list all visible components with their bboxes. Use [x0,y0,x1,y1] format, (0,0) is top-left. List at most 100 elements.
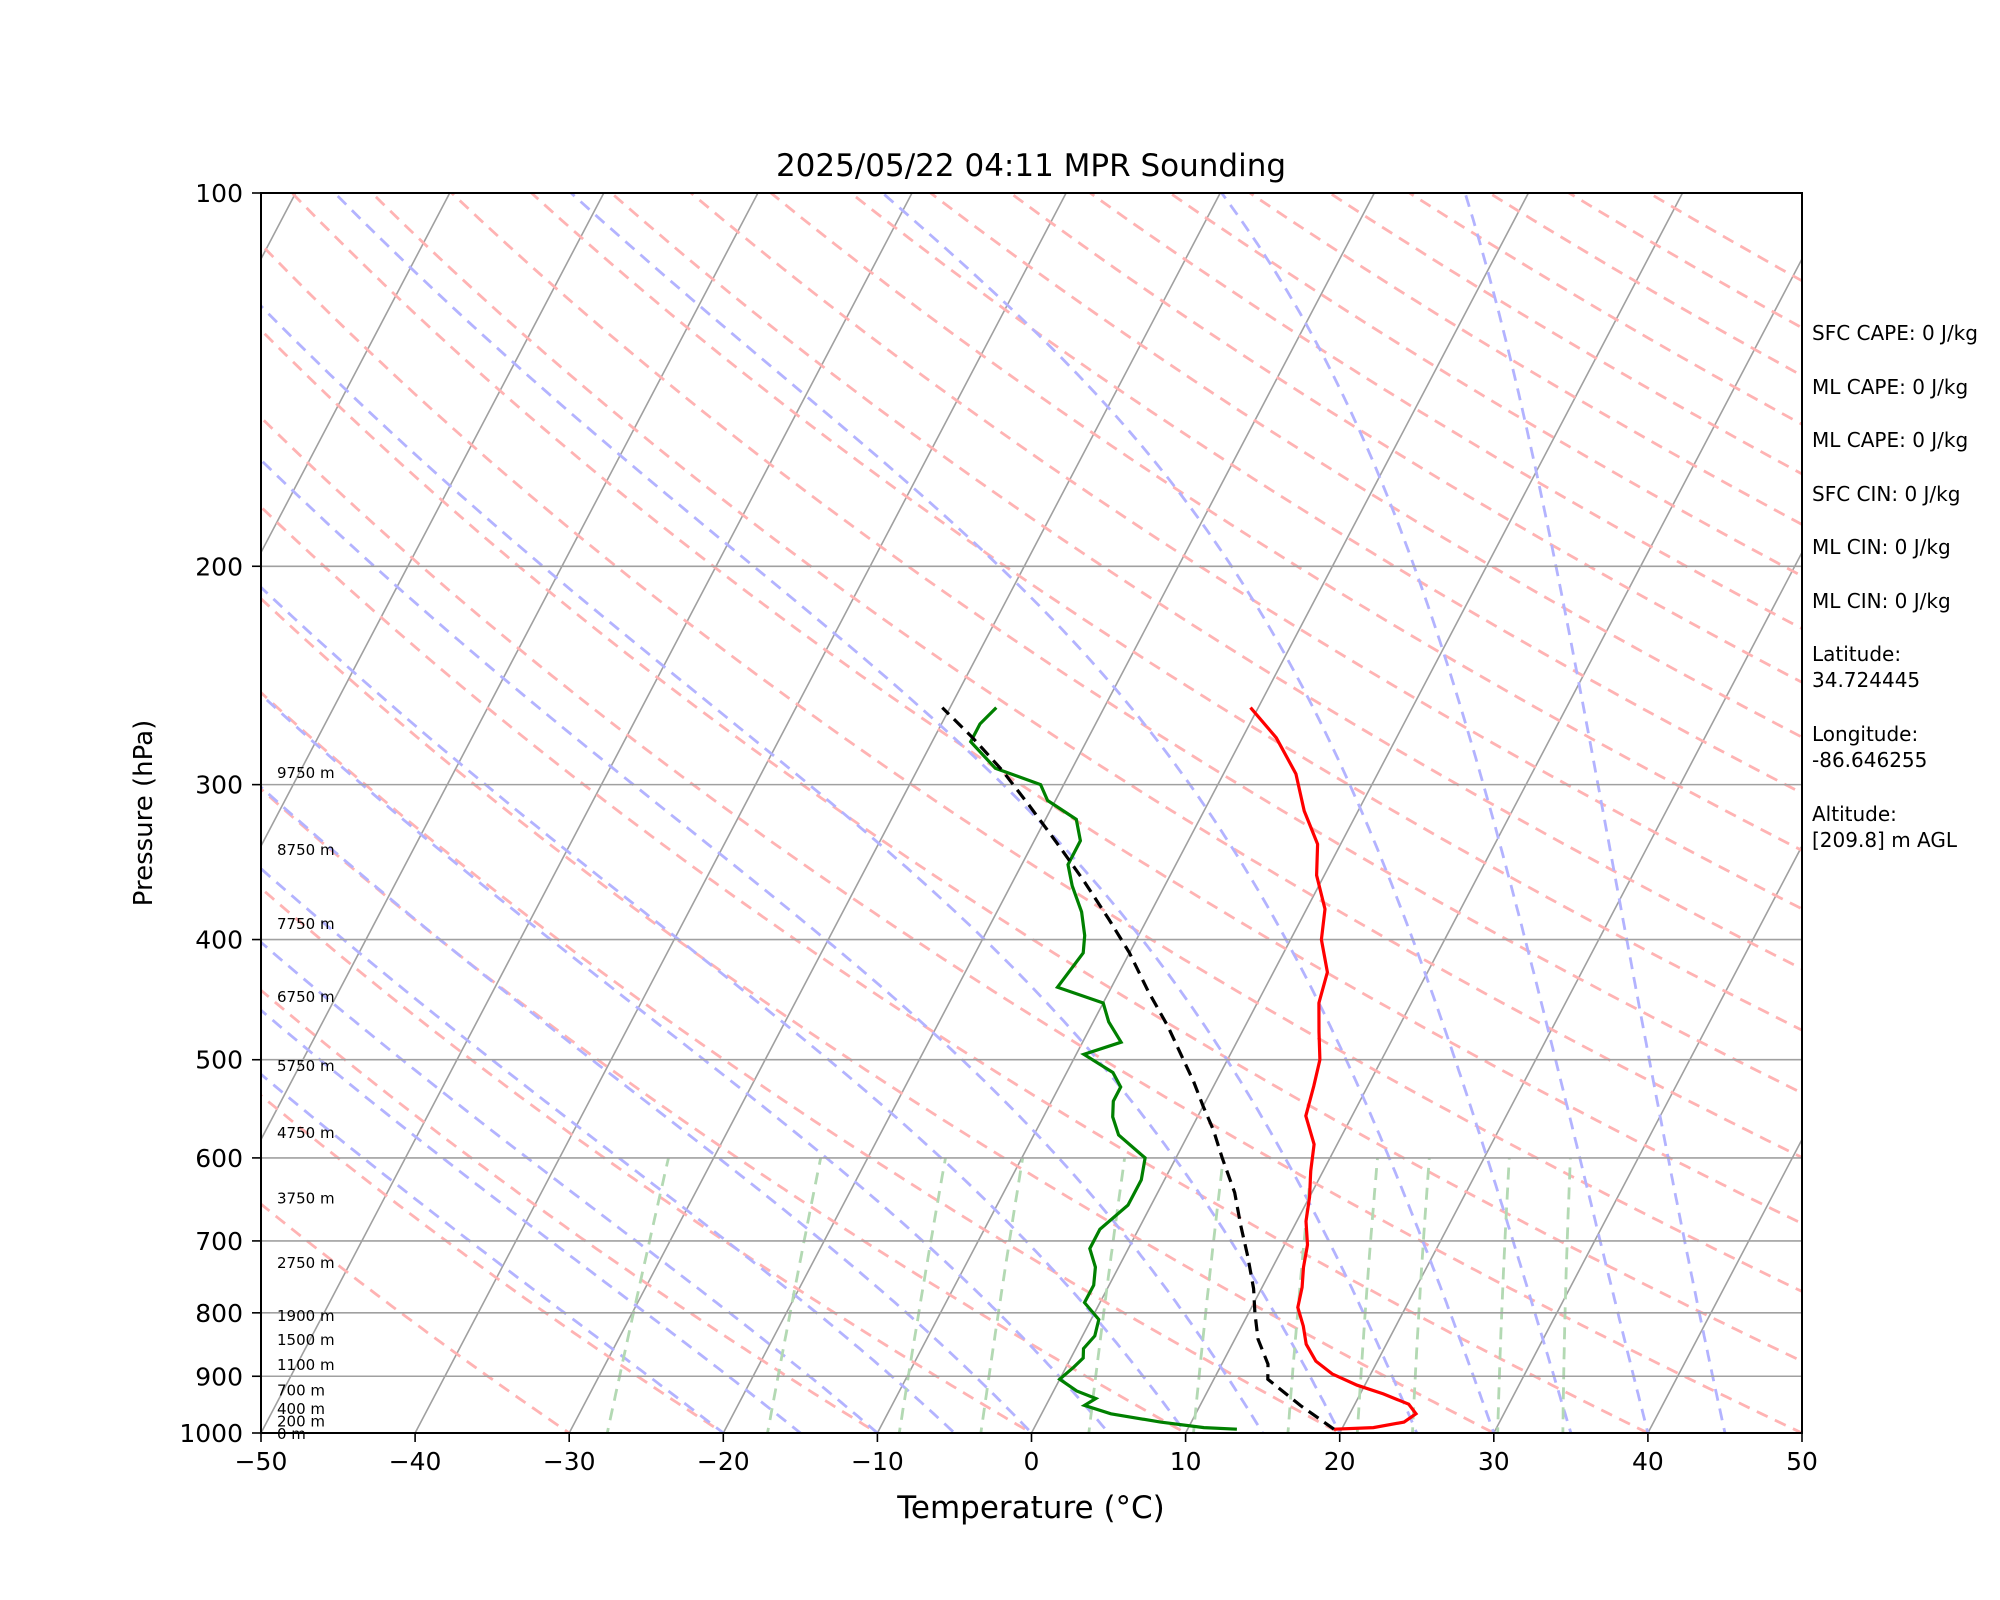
pressure-grid [261,565,1802,1378]
moist-adiabat-line [332,193,1419,1433]
moist-adiabat-line [1463,193,1727,1433]
x-tick-label: −30 [543,1447,596,1476]
isotherm-line [261,193,913,1433]
x-tick-label: 40 [1632,1447,1664,1476]
y-tick-label: 300 [195,771,243,800]
moist-adiabat-line [261,303,1342,1433]
moist-adiabat-line [261,458,1265,1433]
moist-adiabat-line [261,785,1034,1433]
y-tick-label: 200 [195,552,243,581]
height-label: 1500 m [277,1331,335,1349]
mixing-ratio-line [1355,1157,1379,1433]
x-tick-label: −50 [235,1447,288,1476]
dry-adiabat-line [261,690,1343,1433]
dry-adiabat-line [529,193,1802,1032]
moist-adiabat-line [261,940,880,1433]
x-tick-label: 10 [1170,1447,1202,1476]
moist-adiabat-line [261,585,1188,1433]
height-label: 6750 m [277,988,335,1006]
moist-adiabat-line [261,692,1111,1433]
moist-adiabat-line [261,1072,726,1433]
background-lines [0,165,1802,1459]
dry-adiabat-line [261,886,1035,1433]
x-tick-label: 0 [1024,1447,1040,1476]
mixing-ratio-line [1561,1157,1572,1433]
dry-adiabat-line [449,193,1802,1095]
height-label: 4750 m [277,1124,335,1142]
dry-adiabat-line [261,787,1189,1433]
y-tick-label: 800 [195,1299,243,1328]
stat-ml-cape: ML CAPE: 0 J/kg [1812,374,1969,399]
dry-adiabat-line [928,193,1802,739]
height-label: 8750 m [277,841,335,859]
dry-adiabat-line [688,193,1802,911]
moist-adiabat-line [1219,193,1650,1433]
latitude-value: 34.724445 [1812,668,1921,692]
moist-adiabat-line [569,193,1496,1433]
mixing-ratio-line [605,1157,670,1433]
isotherm-line [1492,844,1802,1433]
y-tick-label: 600 [195,1144,243,1173]
height-label: 3750 m [277,1190,335,1208]
height-label: 1100 m [277,1356,335,1374]
altitude-label: Altitude: [1812,802,1897,826]
longitude-label: Longitude: [1812,722,1919,746]
dry-adiabat-line [261,1093,726,1433]
mixing-ratio-line [1286,1157,1314,1433]
height-label: 200 m [277,1412,325,1430]
mixing-ratio-line [766,1157,823,1433]
dry-adiabat-line [290,193,1802,1226]
y-tick-label: 700 [195,1227,243,1256]
dry-adiabat-line [848,193,1802,795]
altitude-block: Altitude: [209.8] m AGL [1812,801,1997,853]
x-tick-label: 20 [1324,1447,1356,1476]
dry-adiabat-line [261,596,1497,1433]
mixing-ratio-line [1192,1157,1225,1433]
stat-sfc-cape: SFC CAPE: 0 J/kg [1812,321,1978,345]
height-label: 700 m [277,1381,325,1399]
isotherm-line [568,193,1222,1433]
isotherm-line [1338,550,1802,1433]
x-tick-label: 50 [1786,1447,1818,1476]
parcel-profile-line [941,706,1335,1431]
y-tick-label: 1000 [179,1419,243,1448]
height-label: 7750 m [277,915,335,933]
longitude-value: -86.646255 [1812,748,1928,772]
isotherm-line [261,193,451,555]
y-axis-ticks: 100 200 300 400 500 600 700 800 900 1000 [179,179,261,1448]
x-tick-label: 30 [1478,1447,1510,1476]
dry-adiabat-line [261,415,1802,1433]
isotherm-line [876,193,1530,1433]
mixing-ratio-line [897,1157,947,1433]
mixing-ratio-line [1087,1157,1126,1433]
isotherm-line [1647,1137,1802,1433]
dry-adiabat-line [261,242,1802,1293]
latitude-block: Latitude: 34.724445 [1812,641,1997,721]
y-tick-label: 400 [195,926,243,955]
temperature-profile-line [1249,706,1419,1431]
isotherm-line [261,193,759,1142]
dry-adiabat-line [261,328,1802,1363]
x-tick-label: −20 [697,1447,750,1476]
height-label: 1900 m [277,1307,335,1325]
height-label: 2750 m [277,1254,335,1272]
stats-panel: SFC CAPE: 0 J/kg ML CAPE: 0 J/kg ML CAPE… [1812,320,1997,853]
isotherm-line [0,165,2,1459]
height-label: 5750 m [277,1057,335,1075]
stat-ml-cin: ML CIN: 0 J/kg [1812,535,1951,559]
mixing-ratio-line [1411,1157,1431,1433]
stat-ml-cin-2: ML CIN: 0 J/kg [1812,588,1951,613]
height-label: 400 m [277,1400,325,1418]
y-tick-label: 500 [195,1046,243,1075]
isotherm-line [722,193,1376,1433]
dry-adiabat-line [609,193,1802,971]
dewpoint-profile-line [968,706,1237,1431]
sounding-profiles [941,706,1419,1431]
isotherm-line [1030,193,1684,1433]
x-tick-label: −10 [851,1447,904,1476]
y-tick-label: 100 [195,179,243,208]
x-axis-label: Temperature (°C) [896,1490,1165,1526]
chart-title: 2025/05/22 04:11 MPR Sounding [776,148,1286,184]
